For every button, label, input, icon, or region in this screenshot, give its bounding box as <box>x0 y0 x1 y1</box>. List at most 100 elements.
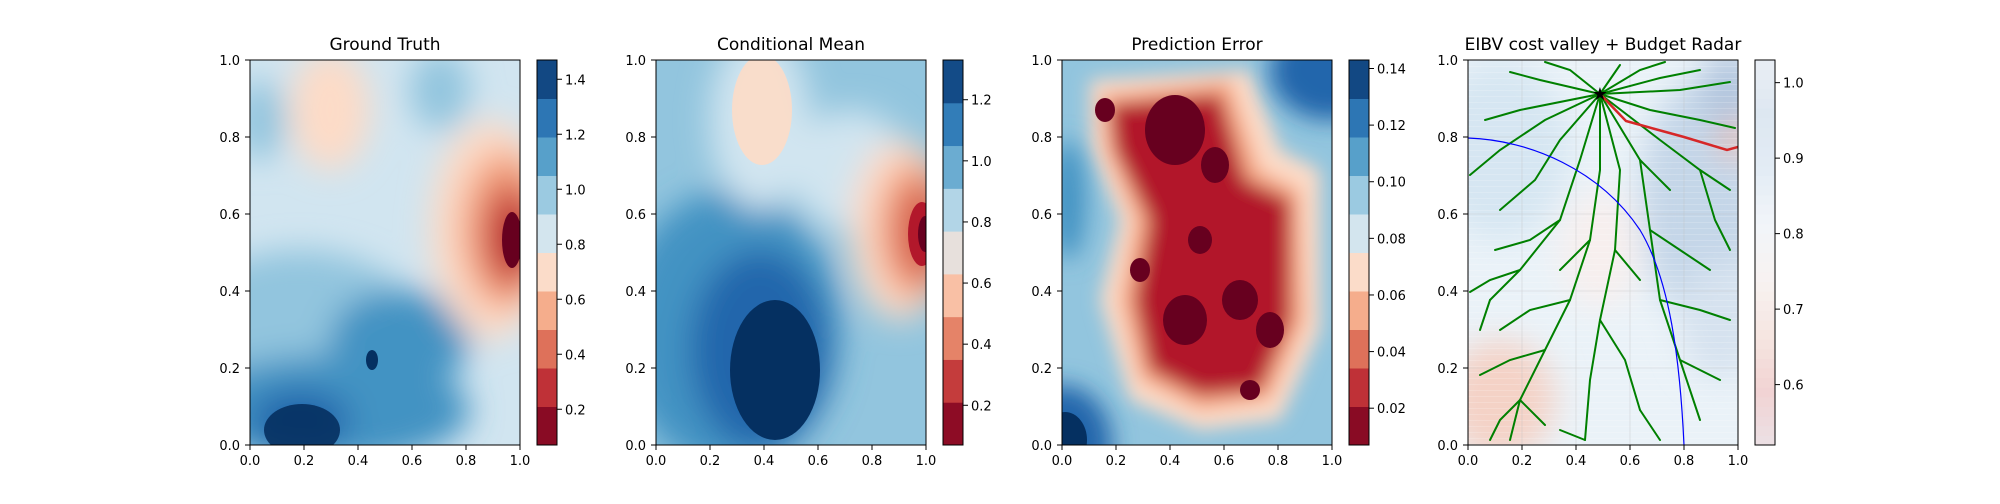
x-tick-label: 0.6 <box>808 454 829 469</box>
colorbar-tick-label: 0.06 <box>1377 289 1406 304</box>
x-tick-label: 0.4 <box>1566 454 1587 469</box>
y-tick-label: 0.6 <box>1437 208 1458 223</box>
colorbar-tick-label: 0.8 <box>971 216 992 231</box>
x-tick-label: 0.4 <box>348 454 369 469</box>
x-tick-label: 0.2 <box>1512 454 1533 469</box>
budget-boundary <box>1468 137 1685 445</box>
colorbar-segment <box>943 273 963 318</box>
x-tick-label: 1.0 <box>1322 454 1343 469</box>
x-tick-label: 0.8 <box>1674 454 1695 469</box>
start-marker-icon: ★ <box>1592 84 1608 105</box>
colorbar-segment <box>1755 262 1775 273</box>
y-tick-label: 0.2 <box>219 362 240 377</box>
x-tick-label: 0.6 <box>1214 454 1235 469</box>
x-tick-label: 0.4 <box>1160 454 1181 469</box>
colorbar-tick-label: 0.2 <box>565 403 586 418</box>
panel-eibv-cost-valley: EIBV cost valley + Budget Radar <box>1437 35 1804 469</box>
colorbar-segment <box>1755 291 1775 302</box>
colorbar-tick-label: 0.02 <box>1377 402 1406 417</box>
y-tick-label: 0.4 <box>625 285 646 300</box>
colorbar-tick-label: 0.9 <box>1783 152 1804 167</box>
x-tick-label: 0.6 <box>402 454 423 469</box>
y-tick-label: 0.4 <box>1437 285 1458 300</box>
colorbar-segment <box>1755 165 1775 176</box>
colorbar-segment <box>1755 214 1775 225</box>
x-axis: 0.0 0.2 0.4 0.6 0.8 1.0 <box>1458 445 1748 469</box>
colorbar-tick-label: 1.0 <box>971 155 992 170</box>
colorbar: 0.6 0.7 0.8 0.9 1.0 <box>1754 59 1804 446</box>
colorbar-segment <box>1755 319 1775 330</box>
y-tick-label: 0.2 <box>625 362 646 377</box>
x-tick-label: 0.2 <box>700 454 721 469</box>
colorbar-segment <box>1755 108 1775 119</box>
x-tick-label: 0.0 <box>1052 454 1073 469</box>
x-tick-label: 0.0 <box>646 454 667 469</box>
colorbar-tick-label: 0.4 <box>565 348 586 363</box>
colorbar-segment <box>1349 98 1369 138</box>
x-tick-label: 1.0 <box>916 454 937 469</box>
x-axis: 0.0 0.2 0.4 0.6 0.8 1.0 <box>240 445 530 469</box>
y-tick-label: 0.0 <box>219 439 240 454</box>
colorbar-segment <box>1755 146 1775 157</box>
colorbar-segment <box>1755 387 1775 398</box>
colorbar-tick-label: 0.8 <box>565 238 586 253</box>
colorbar-segment <box>1755 79 1775 90</box>
colorbar-tick-label: 0.14 <box>1377 62 1406 77</box>
colorbar-tick-label: 0.10 <box>1377 176 1406 191</box>
colorbar-tick-label: 0.2 <box>971 399 992 414</box>
colorbar-segment <box>537 137 557 176</box>
y-tick-label: 0.0 <box>625 439 646 454</box>
colorbar-segment <box>1755 233 1775 244</box>
colorbar-segment <box>1755 281 1775 292</box>
colorbar-segment <box>943 359 963 403</box>
panel-title: Conditional Mean <box>717 35 865 55</box>
colorbar-tick-label: 1.2 <box>565 128 586 143</box>
colorbar-segment <box>943 60 963 104</box>
colorbar-segment <box>1755 69 1775 80</box>
colorbar-segment <box>537 329 557 369</box>
y-tick-label: 0.6 <box>1031 208 1052 223</box>
y-tick-label: 0.6 <box>219 208 240 223</box>
panel-title: EIBV cost valley + Budget Radar <box>1465 35 1742 55</box>
colorbar-segment <box>1755 425 1775 436</box>
y-axis: 0.0 0.2 0.4 0.6 0.8 1.0 <box>625 54 656 454</box>
y-tick-label: 0.2 <box>1437 362 1458 377</box>
x-tick-label: 0.2 <box>1106 454 1127 469</box>
y-tick-label: 0.8 <box>219 131 240 146</box>
colorbar-segment <box>1755 242 1775 253</box>
colorbar-segment <box>1755 416 1775 427</box>
panel-title: Prediction Error <box>1131 35 1262 55</box>
colorbar-segment <box>1755 127 1775 138</box>
colorbar-segment <box>1755 88 1775 99</box>
y-tick-label: 0.8 <box>625 131 646 146</box>
colorbar-segment <box>1755 98 1775 109</box>
colorbar-tick-label: 0.12 <box>1377 119 1406 134</box>
y-axis: 0.0 0.2 0.4 0.6 0.8 1.0 <box>219 54 250 454</box>
colorbar-segment <box>537 175 557 215</box>
colorbar-segment <box>1755 137 1775 148</box>
colorbar-segment <box>537 368 557 407</box>
colorbar-segment <box>1755 348 1775 359</box>
y-tick-label: 0.8 <box>1437 131 1458 146</box>
y-tick-label: 0.0 <box>1031 439 1052 454</box>
y-axis: 0.0 0.2 0.4 0.6 0.8 1.0 <box>1031 54 1062 454</box>
y-tick-label: 1.0 <box>625 54 646 69</box>
y-tick-label: 1.0 <box>1031 54 1052 69</box>
colorbar-segment <box>537 60 557 99</box>
colorbar-tick-label: 0.7 <box>1783 303 1804 318</box>
colorbar-segment <box>1755 252 1775 263</box>
colorbar-segment <box>1349 329 1369 369</box>
colorbar-segment <box>1755 271 1775 282</box>
colorbar-tick-label: 0.8 <box>1783 228 1804 243</box>
panel-title: Ground Truth <box>329 35 440 55</box>
colorbar-segment <box>1755 435 1775 446</box>
y-axis: 0.0 0.2 0.4 0.6 0.8 1.0 <box>1437 54 1468 454</box>
colorbar-tick-label: 1.2 <box>971 94 992 109</box>
colorbar-tick-label: 1.0 <box>565 183 586 198</box>
colorbar-segment <box>1755 175 1775 186</box>
x-axis: 0.0 0.2 0.4 0.6 0.8 1.0 <box>646 445 937 469</box>
colorbar-segment <box>1349 252 1369 292</box>
colorbar-tick-label: 1.4 <box>565 73 586 88</box>
x-tick-label: 0.6 <box>1620 454 1641 469</box>
